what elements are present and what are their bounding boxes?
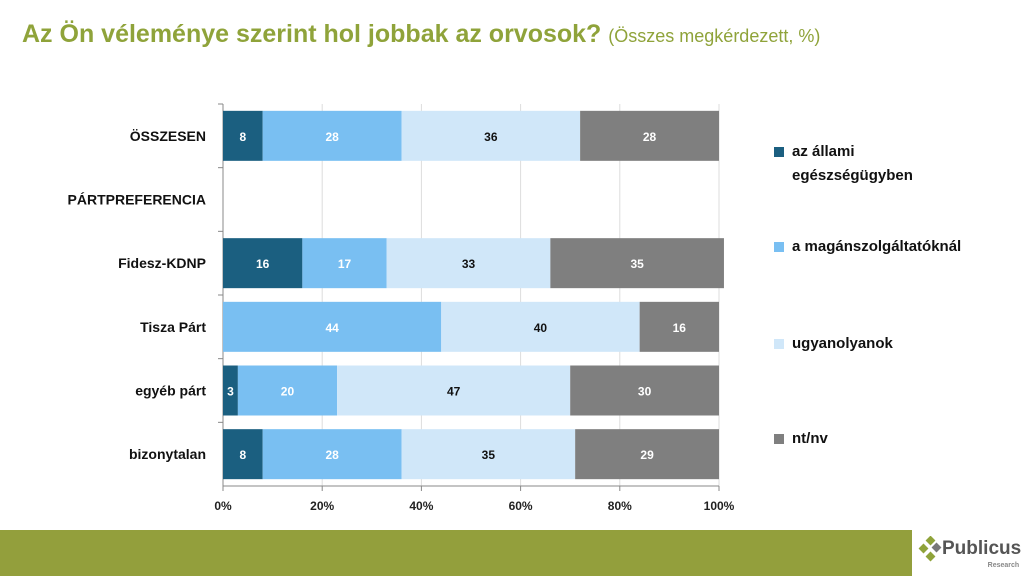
- data-label: 33: [462, 257, 476, 271]
- title-main: Az Ön véleménye szerint hol jobbak az or…: [22, 20, 602, 48]
- data-label: 40: [534, 321, 548, 335]
- bar-segment: [639, 301, 719, 352]
- category-label: Fidesz-KDNP: [118, 255, 206, 271]
- bar-segment: [262, 110, 402, 161]
- x-tick-label: 0%: [214, 499, 232, 513]
- bar-segment: [223, 429, 263, 480]
- category-label: bizonytalan: [129, 446, 206, 462]
- data-label: 30: [638, 385, 652, 399]
- x-tick-label: 60%: [509, 499, 533, 513]
- bar-segment: [302, 238, 387, 289]
- logo-icon: [918, 536, 942, 562]
- logo-tag: Research: [987, 562, 1020, 569]
- category-label: PÁRTPREFERENCIA: [68, 192, 206, 208]
- data-label: 36: [484, 130, 498, 144]
- title-subtitle: (Összes megkérdezett, %): [608, 26, 821, 46]
- x-tick-label: 100%: [704, 499, 735, 513]
- logo-name: Publicus: [942, 538, 1022, 559]
- legend-item: az állami egészségügyben: [774, 140, 942, 188]
- data-label: 20: [281, 385, 295, 399]
- data-label: 8: [239, 448, 246, 462]
- bar-segment: [262, 429, 402, 480]
- data-label: 17: [338, 257, 352, 271]
- x-tick-label: 20%: [310, 499, 334, 513]
- bar-segment: [401, 429, 576, 480]
- data-label: 28: [325, 130, 339, 144]
- data-label: 16: [673, 321, 687, 335]
- data-label: 28: [643, 130, 657, 144]
- bar-segment: [223, 110, 263, 161]
- x-tick-label: 40%: [409, 499, 433, 513]
- bar-segment: [386, 238, 551, 289]
- data-label: 35: [630, 257, 644, 271]
- data-label: 29: [640, 448, 654, 462]
- legend-item: nt/nv: [774, 427, 1002, 451]
- bar-segment: [441, 301, 640, 352]
- legend-label: ugyanolyanok: [792, 335, 893, 352]
- legend-item: a magánszolgáltatóknál: [774, 235, 1002, 259]
- legend-swatch: [774, 242, 784, 252]
- bar-segment: [237, 365, 338, 416]
- legend-swatch: [774, 147, 784, 157]
- category-label: egyéb párt: [135, 383, 206, 399]
- bar-segment: [223, 301, 442, 352]
- publicus-logo: Publicus Research: [918, 536, 1022, 569]
- footer-band: [0, 530, 912, 576]
- x-tick-label: 80%: [608, 499, 632, 513]
- data-label: 3: [227, 385, 234, 399]
- data-label: 16: [256, 257, 270, 271]
- bar-segment: [570, 365, 719, 416]
- data-label: 35: [482, 448, 496, 462]
- legend-swatch: [774, 434, 784, 444]
- data-label: 44: [325, 321, 339, 335]
- chart-title: Az Ön véleménye szerint hol jobbak az or…: [22, 20, 820, 49]
- bar-segment: [223, 365, 238, 416]
- legend-label: nt/nv: [792, 430, 828, 447]
- legend-item: ugyanolyanok: [774, 332, 1002, 356]
- bar-segment: [401, 110, 581, 161]
- bar-segment: [550, 238, 724, 289]
- bar-segment: [580, 110, 719, 161]
- category-label: Tisza Párt: [140, 319, 206, 335]
- legend-label: az állami egészségügyben: [792, 143, 913, 184]
- bar-segment: [337, 365, 571, 416]
- bar-segment: [575, 429, 719, 480]
- legend-swatch: [774, 339, 784, 349]
- category-label: ÖSSZESEN: [130, 128, 206, 144]
- data-label: 8: [239, 130, 246, 144]
- data-label: 47: [447, 385, 461, 399]
- legend-label: a magánszolgáltatóknál: [792, 238, 962, 255]
- data-label: 28: [325, 448, 339, 462]
- bar-segment: [223, 238, 303, 289]
